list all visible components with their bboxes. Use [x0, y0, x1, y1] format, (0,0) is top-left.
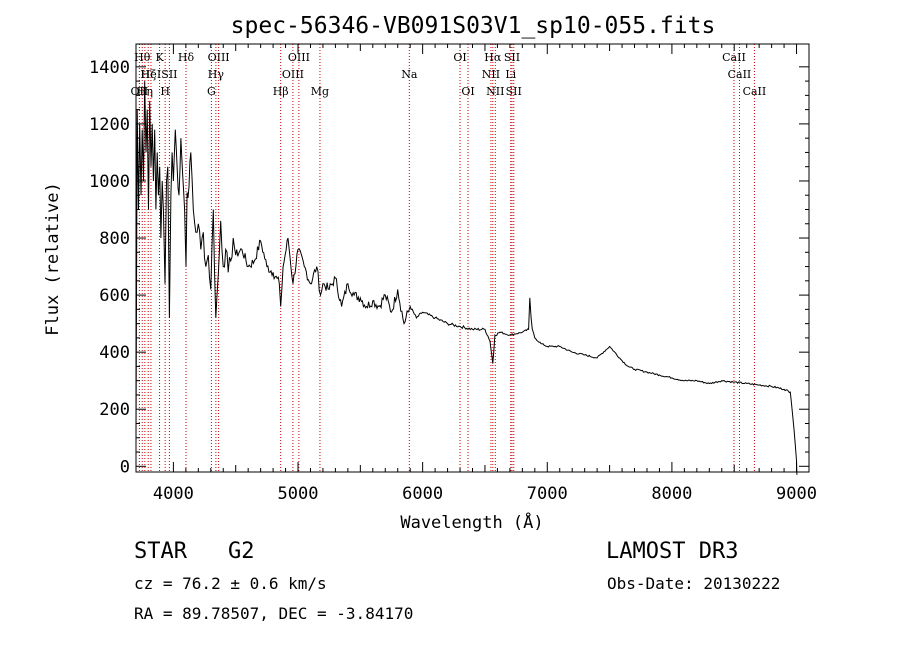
- x-axis-label: Wavelength (Å): [400, 511, 543, 533]
- y-tick-label: 1200: [89, 115, 130, 135]
- y-axis-label: Flux (relative): [43, 182, 63, 336]
- spectral-line-label: OIII: [282, 68, 304, 81]
- y-tick-label: 1000: [89, 172, 130, 192]
- x-tick-label: 4000: [153, 484, 194, 504]
- spectral-line-label: OIII: [288, 51, 310, 64]
- x-tick-label: 5000: [278, 484, 319, 504]
- obs-date: Obs-Date: 20130222: [607, 574, 781, 593]
- spectral-line-label: Hη: [137, 85, 153, 98]
- y-tick-label: 400: [99, 343, 130, 363]
- spectral-line-label: Mg: [311, 85, 329, 98]
- spectrum-series: [135, 81, 798, 475]
- spectral-line-label: G: [207, 85, 216, 98]
- redshift-value: cz = 76.2 ± 0.6 km/s: [134, 574, 327, 593]
- spectral-line-label: Hα: [484, 51, 502, 64]
- spectral-line-label: OI: [461, 85, 474, 98]
- spectral-line-label: CaII: [728, 68, 752, 81]
- survey-name: LAMOST DR3: [606, 539, 739, 564]
- y-tick-label: 0: [120, 457, 130, 477]
- spectral-line-label: Hγ: [208, 68, 225, 81]
- spectral-line-label: SII: [504, 51, 520, 64]
- spectral-line-label: Hδ: [178, 51, 195, 64]
- y-tick-label: 200: [99, 400, 130, 420]
- x-tick-label: 9000: [776, 484, 817, 504]
- spectral-line-label: H: [160, 85, 170, 98]
- spectral-line-label: CaII: [722, 51, 746, 64]
- spectral-line-label: SII: [506, 85, 522, 98]
- spectral-line-label: NII: [486, 85, 504, 98]
- spectral-line-label: Na: [401, 68, 418, 81]
- object-subclass: G2: [228, 539, 255, 564]
- y-tick-label: 1400: [89, 58, 130, 78]
- x-tick-label: 7000: [527, 484, 568, 504]
- spectral-line-label: Li: [505, 68, 516, 81]
- spectral-line-label: OIII: [208, 51, 230, 64]
- spectral-line-label: OII: [131, 85, 149, 98]
- x-tick-label: 8000: [651, 484, 692, 504]
- plot-frame: [135, 43, 810, 473]
- object-class: STAR: [134, 539, 187, 564]
- y-tick-label: 800: [99, 229, 130, 249]
- spectral-line-label: K: [155, 51, 164, 64]
- x-tick-label: 6000: [402, 484, 443, 504]
- spectral-line-label: Hβ: [273, 85, 289, 98]
- coordinates: RA = 89.78507, DEC = -3.84170: [134, 604, 414, 623]
- y-tick-label: 600: [99, 286, 130, 306]
- spectral-line-label: OI: [453, 51, 466, 64]
- spectral-line-label: NII: [482, 68, 500, 81]
- spectral-line-label: Hθ: [134, 51, 151, 64]
- chart-title: spec-56346-VB091S03V1_sp10-055.fits: [231, 13, 716, 39]
- spectral-line-label: CaII: [743, 85, 767, 98]
- spectral-line-label: HeI: [141, 68, 161, 81]
- spectral-line-label: SII: [161, 68, 177, 81]
- spectral-line-label: Hζ: [140, 68, 156, 81]
